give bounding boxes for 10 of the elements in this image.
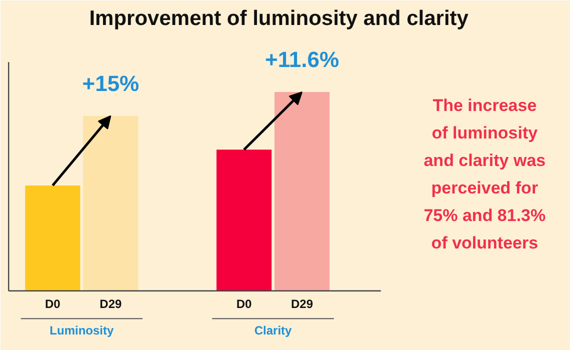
text: Luminosity xyxy=(50,324,114,338)
text: The increase of luminosity and clarity was perceived for 75% and 81.3% of volunteers xyxy=(424,96,546,253)
text: Clarity xyxy=(254,324,292,338)
annotation: +15% xyxy=(82,70,140,96)
chart-title: Improvement of luminosity and clarity xyxy=(89,6,469,30)
x-tick-label: D29 xyxy=(100,296,122,311)
text: +11.6% xyxy=(265,47,340,72)
x-tick-label: D0 xyxy=(236,296,252,311)
x-tick-label: D0 xyxy=(45,296,61,311)
x-tick-label: D29 xyxy=(291,296,314,311)
